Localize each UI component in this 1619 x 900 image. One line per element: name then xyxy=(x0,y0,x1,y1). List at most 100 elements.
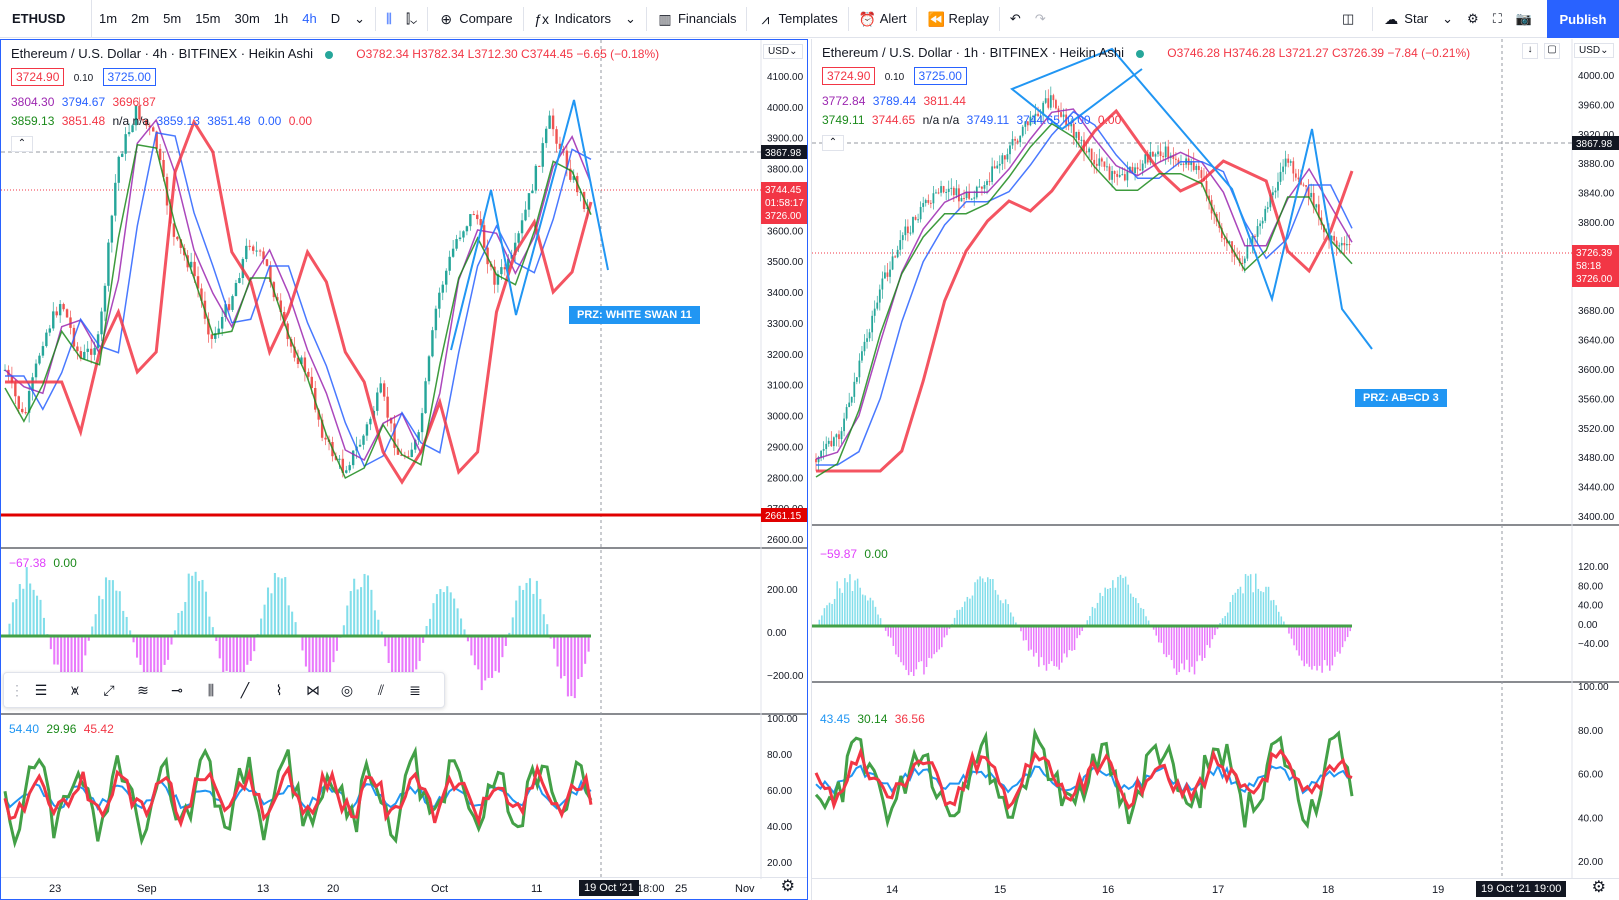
macd-bar xyxy=(135,636,139,658)
candle-body xyxy=(465,226,469,232)
candle-body xyxy=(1305,185,1307,187)
left-time-axis[interactable]: 23 Sep 13 20 Oct 11 19 Oct '21 18:00 25 … xyxy=(1,877,807,899)
interval-30m[interactable]: 30m xyxy=(234,11,260,26)
right-symbol-title[interactable]: Ethereum / U.S. Dollar · 1h · BITFINEX ·… xyxy=(822,45,1124,60)
macd-bar xyxy=(1252,592,1254,626)
macd-bar xyxy=(900,626,902,663)
line-icon[interactable]: ╱ xyxy=(240,681,250,698)
macd-bar xyxy=(1163,626,1165,655)
collapse-legend-icon[interactable]: ⌃ xyxy=(11,136,33,152)
templates-button[interactable]: ⩘ Templates xyxy=(750,0,844,38)
left-chart-canvas[interactable]: 4100.004000.003900.003800.003700.003600.… xyxy=(1,40,808,900)
macd-bar xyxy=(1216,626,1219,630)
publish-button[interactable]: Publish xyxy=(1547,0,1619,38)
candle-body xyxy=(541,143,544,167)
elliott-wave-icon[interactable]: ⌇ xyxy=(275,681,283,698)
buy-price-button[interactable]: 3725.00 xyxy=(102,68,156,86)
interval-dropdown-icon[interactable]: ⌄ xyxy=(354,10,366,26)
candle-body xyxy=(358,444,362,447)
macd-bar xyxy=(246,636,249,665)
time-tick: Sep xyxy=(137,883,157,895)
macd-bar xyxy=(920,626,923,662)
vertical-lines-icon[interactable]: ⫼ xyxy=(207,681,215,698)
rsi-tick: 20.00 xyxy=(767,858,792,869)
trend-line-icon[interactable]: ⤢ xyxy=(103,681,115,698)
prz-label[interactable]: PRZ: AB=CD 3 xyxy=(1355,389,1447,407)
redo-icon[interactable]: ↷ xyxy=(1034,10,1046,26)
right-chart-canvas[interactable]: 4000.00 3960.00 3920.00 3880.00 3840.00 3800.… xyxy=(812,39,1619,900)
interval-15m[interactable]: 15m xyxy=(195,11,221,26)
arrow-down-icon[interactable]: ↓ xyxy=(1522,43,1538,59)
compare-button[interactable]: ⊕ Compare xyxy=(431,0,519,38)
macd-bar xyxy=(1173,626,1175,669)
macd-bar xyxy=(1135,598,1137,626)
time-tick: 20 xyxy=(327,883,340,895)
macd-bar xyxy=(325,636,328,679)
macd-bar xyxy=(961,607,964,626)
macd-bar xyxy=(1293,626,1295,646)
collapse-legend-icon[interactable]: ⌃ xyxy=(822,135,844,151)
camera-icon[interactable]: 📷 xyxy=(1515,10,1532,26)
chart-settings-gear-icon[interactable]: ⚙ xyxy=(1591,879,1606,896)
interval-d[interactable]: D xyxy=(330,11,341,26)
star-dropdown-icon[interactable]: ⌄ xyxy=(1442,10,1454,26)
candle-body xyxy=(258,250,262,252)
macd-bar xyxy=(844,578,846,626)
sell-price-button[interactable]: 3724.90 xyxy=(822,67,876,85)
bar-style-icon[interactable]: ⫼ xyxy=(386,10,392,26)
right-time-axis[interactable]: 14 15 16 17 18 19 19 Oct '21 19:00 ⚙ xyxy=(812,878,1619,900)
xabcd-pattern-icon[interactable]: ⋈ xyxy=(306,681,320,698)
parallel-channel-icon[interactable]: ≋ xyxy=(137,681,149,698)
replay-button[interactable]: ⏪ Replay xyxy=(920,0,995,38)
candle-body xyxy=(853,381,856,397)
macd-bar xyxy=(1053,626,1055,667)
candle-body xyxy=(234,282,238,297)
undo-icon[interactable]: ↶ xyxy=(1009,10,1021,26)
drag-handle-icon[interactable]: ⋮ xyxy=(10,681,24,698)
left-symbol-title[interactable]: Ethereum / U.S. Dollar · 4h · BITFINEX ·… xyxy=(11,46,313,61)
symbol-search[interactable]: ETHUSD xyxy=(0,0,92,38)
spiral-icon[interactable]: ◎ xyxy=(340,681,354,698)
candle-body xyxy=(507,258,510,270)
fib-retracement-icon[interactable]: ☰ xyxy=(34,681,48,698)
candles-icon[interactable]: ⫿⌄ xyxy=(406,10,418,26)
chart-pane-left[interactable]: 4100.004000.003900.003800.003700.003600.… xyxy=(0,39,808,900)
price-tick: 3920.00 xyxy=(1578,130,1615,141)
chart-pane-right[interactable]: 4000.00 3960.00 3920.00 3880.00 3840.00 3800.… xyxy=(811,39,1619,900)
maximize-icon[interactable]: ▢ xyxy=(1544,43,1560,59)
sell-price-button[interactable]: 3724.90 xyxy=(11,68,65,86)
interval-5m[interactable]: 5m xyxy=(163,11,182,26)
macd-bar xyxy=(104,577,108,636)
star-button[interactable]: ☁ Star xyxy=(1376,0,1435,38)
layout-icon[interactable]: ◫ xyxy=(1342,10,1355,26)
price-tick: 3300.00 xyxy=(767,319,804,330)
fullscreen-icon[interactable]: ⛶ xyxy=(1492,10,1502,26)
buy-price-button[interactable]: 3725.00 xyxy=(913,67,967,85)
interval-1h[interactable]: 1h xyxy=(273,11,289,26)
indicators-dropdown-icon[interactable]: ⌄ xyxy=(625,10,636,26)
abcd-pattern-icon[interactable]: ⩙ xyxy=(71,681,79,698)
chart-settings-gear-icon[interactable]: ⚙ xyxy=(780,878,795,895)
macd-bar xyxy=(1242,593,1244,626)
path-icon[interactable]: ⫽ xyxy=(377,681,385,698)
macd-tick: 200.00 xyxy=(767,585,798,596)
financials-button[interactable]: ▥ Financials xyxy=(650,0,744,38)
gear-icon[interactable]: ⚙ xyxy=(1467,10,1479,26)
macd-bar xyxy=(1061,626,1063,663)
interval-2m[interactable]: 2m xyxy=(131,11,150,26)
alert-button[interactable]: ⏰ Alert xyxy=(852,0,914,38)
currency-button[interactable]: USD⌄ xyxy=(1574,43,1614,58)
indicators-button[interactable]: ƒx Indicators xyxy=(527,0,618,38)
horizontal-ray-icon[interactable]: ⊸ xyxy=(171,681,183,698)
candle-body xyxy=(960,197,963,202)
right-indicator-row-2: 3749.11 3744.65 n/a n/a 3749.11 3744.65 … xyxy=(822,113,1121,127)
currency-button[interactable]: USD⌄ xyxy=(763,44,803,59)
prz-label[interactable]: PRZ: WHITE SWAN 11 xyxy=(569,306,700,324)
interval-1m[interactable]: 1m xyxy=(99,11,118,26)
interval-4h[interactable]: 4h xyxy=(302,11,317,26)
macd-bar xyxy=(146,636,149,699)
settings-lines-icon[interactable]: ≣ xyxy=(409,681,421,698)
macd-bar xyxy=(905,626,907,670)
macd-bar xyxy=(979,576,981,626)
ind-value: 3859.13 xyxy=(11,114,55,128)
